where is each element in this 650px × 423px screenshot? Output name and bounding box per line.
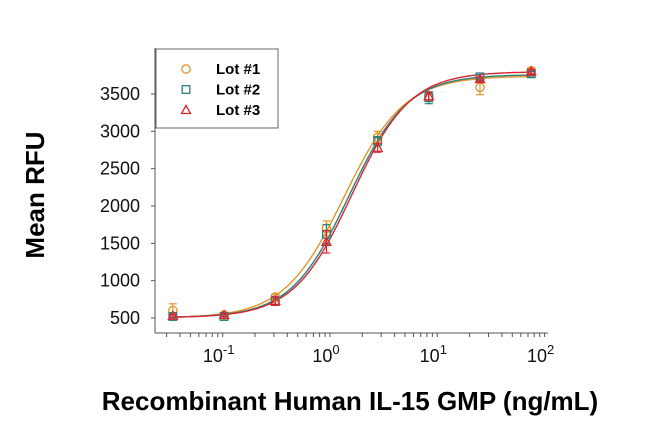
x-tick-exponent: 2 bbox=[547, 342, 554, 357]
x-tick-base: 10 bbox=[203, 346, 223, 366]
x-tick-exponent: 0 bbox=[332, 342, 339, 357]
marker-triangle bbox=[180, 104, 192, 115]
y-tick-label: 2000 bbox=[100, 196, 140, 216]
x-tick-exponent: 1 bbox=[440, 342, 447, 357]
x-tick-label: 101 bbox=[420, 342, 447, 366]
marker-triangle bbox=[167, 309, 179, 320]
y-tick-label: 1000 bbox=[100, 271, 140, 291]
legend-box bbox=[155, 48, 279, 129]
x-axis-title: Recombinant Human IL-15 GMP (ng/mL) bbox=[102, 386, 598, 416]
y-tick-label: 500 bbox=[110, 308, 140, 328]
x-tick-base: 10 bbox=[312, 346, 332, 366]
legend-item: Lot #2 bbox=[181, 82, 260, 99]
data-point bbox=[269, 295, 281, 306]
data-point bbox=[372, 141, 384, 153]
marker-triangle bbox=[372, 141, 384, 152]
x-tick-base: 10 bbox=[420, 346, 440, 366]
legend-item: Lot #3 bbox=[180, 102, 260, 119]
data-point bbox=[218, 309, 230, 320]
legend: Lot #1 Lot #2 Lot #3 bbox=[155, 48, 279, 129]
y-tick-label: 3000 bbox=[100, 121, 140, 141]
data-point bbox=[167, 309, 179, 320]
x-tick-exponent: -1 bbox=[223, 342, 235, 357]
y-tick-label: 3500 bbox=[100, 84, 140, 104]
marker-triangle bbox=[474, 73, 486, 84]
data-point bbox=[525, 65, 537, 76]
marker-triangle bbox=[525, 65, 537, 76]
marker-triangle bbox=[269, 295, 281, 305]
marker-square bbox=[181, 85, 191, 94]
fit-curve bbox=[172, 71, 531, 318]
legend-label: Lot #1 bbox=[216, 61, 260, 78]
x-tick-base: 10 bbox=[527, 346, 547, 366]
data-point bbox=[474, 73, 486, 84]
y-axis-title: Mean RFU bbox=[20, 131, 50, 258]
legend-item: Lot #1 bbox=[181, 61, 260, 78]
legend-label: Lot #3 bbox=[216, 102, 260, 119]
marker-triangle bbox=[218, 309, 230, 320]
fit-curve bbox=[172, 75, 531, 318]
y-tick-label: 2500 bbox=[100, 159, 140, 179]
legend-label: Lot #2 bbox=[216, 82, 260, 99]
marker-triangle bbox=[320, 236, 333, 246]
y-tick-label: 1500 bbox=[100, 233, 140, 253]
data-point bbox=[423, 90, 435, 101]
x-tick-label: 10-1 bbox=[203, 342, 235, 366]
x-tick-label: 100 bbox=[312, 342, 339, 366]
marker-circle bbox=[181, 64, 191, 74]
data-point bbox=[320, 230, 333, 254]
x-tick-label: 102 bbox=[527, 342, 554, 366]
marker-triangle bbox=[423, 90, 435, 101]
marker-square bbox=[168, 312, 178, 321]
